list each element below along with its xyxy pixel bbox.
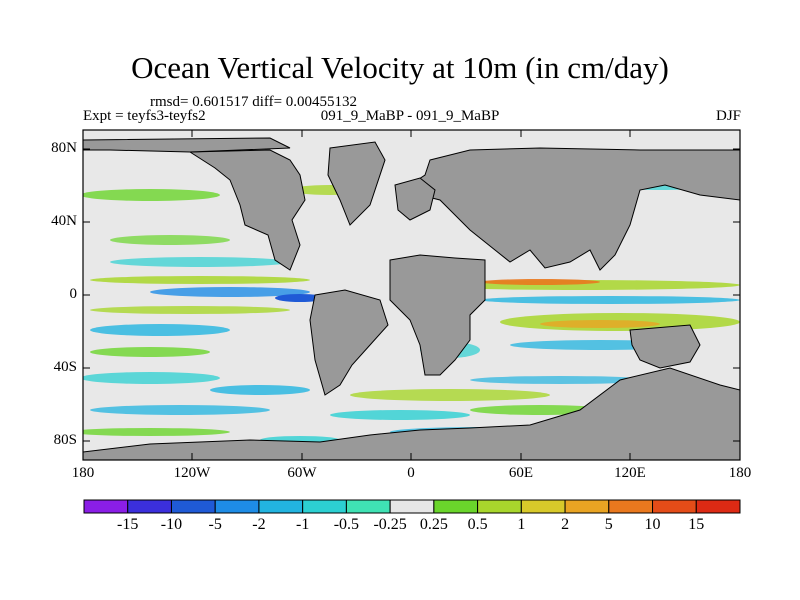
colorbar-label: 1 xyxy=(517,516,526,533)
land-antarctica xyxy=(83,367,740,460)
colorbar-swatch xyxy=(302,499,347,514)
colorbar-label: 10 xyxy=(644,516,661,533)
land-africa xyxy=(389,254,486,376)
colorbar-label: 5 xyxy=(604,516,613,533)
land-masses xyxy=(83,137,740,460)
lon-label-0: 0 xyxy=(407,465,415,481)
lon-label-120e: 120E xyxy=(614,465,646,481)
lon-label-120w: 120W xyxy=(173,465,211,481)
lon-label-180e: 180 xyxy=(728,465,752,481)
lon-label-180w: 180 xyxy=(71,465,95,481)
colorbar-label: -1 xyxy=(295,516,310,533)
colorbar-swatch xyxy=(564,499,610,514)
lat-label-0: 0 xyxy=(69,286,78,302)
colorbar-label: 0.5 xyxy=(467,516,488,533)
colorbar-label: 2 xyxy=(561,516,570,533)
lat-label-80s: 80S xyxy=(53,432,77,448)
stats-label: rmsd= 0.601517 diff= 0.00455132 xyxy=(150,94,358,110)
colorbar-swatch xyxy=(520,499,566,514)
center-label: 091_9_MaBP - 091_9_MaBP xyxy=(320,108,500,124)
lat-label-80n: 80N xyxy=(51,140,77,156)
colorbar xyxy=(83,499,741,514)
experiment-label: Expt = teyfs3-teyfs2 xyxy=(83,108,206,124)
colorbar-label: 15 xyxy=(688,516,705,533)
map-title: Ocean Vertical Velocity at 10m (in cm/da… xyxy=(131,50,669,85)
velocity-field xyxy=(83,180,740,444)
colorbar-label: -0.25 xyxy=(373,516,407,533)
colorbar-label: -15 xyxy=(117,516,139,533)
colorbar-swatch xyxy=(608,499,654,514)
colorbar-label: -0.5 xyxy=(333,516,360,533)
lat-tick-marks xyxy=(83,148,740,442)
colorbar-swatch xyxy=(477,499,522,514)
colorbar-swatch xyxy=(345,499,391,514)
land-europe-west xyxy=(394,177,436,221)
colorbar-label: -10 xyxy=(160,516,183,533)
land-australia xyxy=(629,324,701,369)
lon-label-60e: 60E xyxy=(508,465,534,481)
lon-tick-marks xyxy=(82,130,741,460)
colorbar-swatch xyxy=(258,499,304,514)
colorbar-swatch xyxy=(83,499,129,514)
colorbar-swatch xyxy=(389,499,435,514)
colorbar-swatch xyxy=(695,499,741,514)
land-arctic-strip xyxy=(83,137,291,153)
lat-label-40s: 40S xyxy=(53,359,77,375)
colorbar-swatch xyxy=(652,499,697,514)
lon-label-60w: 60W xyxy=(287,465,317,481)
land-south-america xyxy=(309,289,389,396)
land-eurasia xyxy=(409,147,740,271)
colorbar-swatch xyxy=(127,499,172,514)
colorbar-label: -2 xyxy=(252,516,266,533)
lat-label-40n: 40N xyxy=(51,213,77,229)
colorbar-swatch xyxy=(214,499,260,514)
colorbar-label: 0.25 xyxy=(419,516,448,533)
colorbar-swatch xyxy=(170,499,216,514)
season-label: DJF xyxy=(715,108,741,124)
land-north-america xyxy=(188,149,306,271)
land-greenland xyxy=(327,141,386,226)
colorbar-swatch xyxy=(433,499,479,514)
colorbar-label: -5 xyxy=(208,516,222,533)
